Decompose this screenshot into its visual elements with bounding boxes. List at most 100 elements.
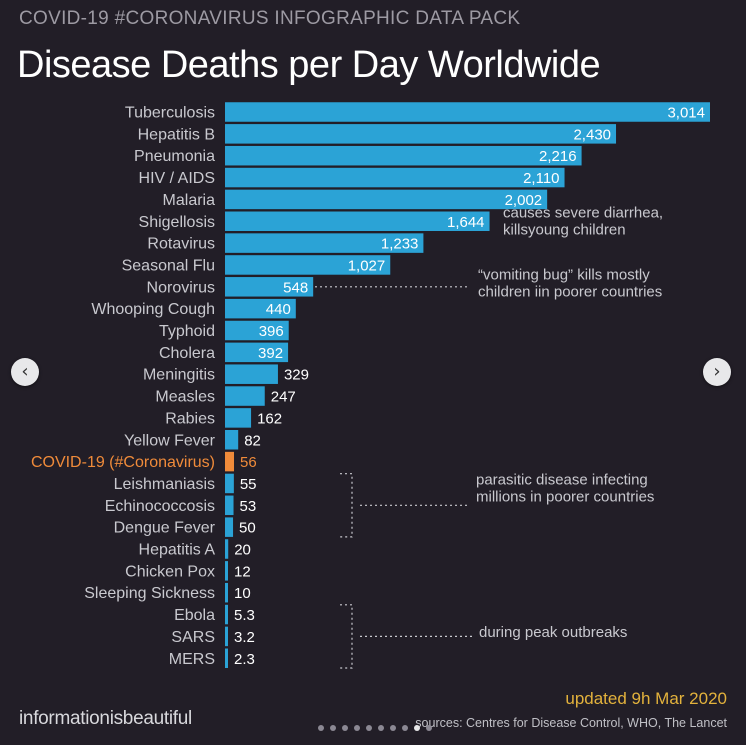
bar-covid-19-coronavirus — [225, 451, 235, 472]
value-label-rabies: 162 — [257, 410, 282, 427]
category-label-ebola: Ebola — [174, 607, 215, 624]
bar-chicken-pox — [225, 561, 228, 581]
bar-yellow-fever — [225, 430, 239, 450]
carousel-dot-1[interactable] — [318, 724, 324, 731]
bar-pneumonia — [225, 145, 582, 166]
bar-malaria — [225, 189, 548, 210]
value-label-sars: 3.2 — [234, 629, 255, 646]
value-label-dengue-fever: 50 — [239, 520, 256, 537]
category-label-pneumonia: Pneumonia — [134, 148, 215, 165]
value-label-hiv-aids: 2,110 — [523, 170, 559, 187]
value-label-norovirus: 548 — [283, 279, 308, 296]
value-label-ebola: 5.3 — [234, 607, 255, 624]
bar-hepatitis-a — [225, 539, 229, 559]
carousel-prev-button[interactable]: ‹ — [11, 358, 39, 386]
annotation-text-1-0: “vomiting bug” kills mostly — [478, 267, 650, 284]
bar-meningitis — [225, 364, 278, 384]
carousel-dot-6[interactable] — [378, 724, 384, 731]
value-label-hepatitis-a: 20 — [234, 542, 251, 559]
value-label-seasonal-flu: 1,027 — [348, 257, 386, 274]
carousel-dot-9[interactable] — [414, 724, 420, 731]
carousel-dot-8[interactable] — [402, 724, 408, 731]
carousel-dot-4[interactable] — [354, 724, 360, 731]
annotation-bracket-3 — [340, 604, 353, 669]
category-label-measles: Measles — [155, 389, 215, 406]
value-label-meningitis: 329 — [284, 367, 309, 384]
value-label-shigellosis: 1,644 — [447, 214, 485, 231]
carousel-next-button[interactable]: › — [703, 358, 731, 386]
value-label-chicken-pox: 12 — [234, 563, 251, 580]
category-label-malaria: Malaria — [163, 192, 216, 209]
supertitle: COVID-19 #CORONAVIRUS INFOGRAPHIC DATA P… — [19, 8, 521, 29]
value-label-covid-19-coronavirus: 56 — [240, 454, 257, 471]
category-label-yellow-fever: Yellow Fever — [124, 432, 216, 449]
value-label-typhoid: 396 — [259, 323, 284, 340]
bar-tuberculosis — [225, 102, 710, 122]
category-label-sars: SARS — [171, 629, 215, 646]
annotation-text-2-0: parasitic disease infecting — [476, 472, 648, 489]
category-label-rotavirus: Rotavirus — [147, 236, 215, 253]
updated-date-value: 9h Mar 2020 — [631, 689, 727, 708]
annotation-text-0-1: killsyoung children — [503, 222, 626, 239]
category-label-norovirus: Norovirus — [147, 279, 215, 296]
category-label-dengue-fever: Dengue Fever — [114, 520, 216, 537]
bar-measles — [225, 386, 265, 406]
bar-hepatitis-b — [225, 124, 617, 144]
carousel-dot-2[interactable] — [330, 724, 336, 731]
bar-typhoid — [225, 320, 289, 341]
value-label-sleeping-sickness: 10 — [234, 585, 251, 602]
bar-seasonal-flu — [225, 255, 391, 275]
annotation-text-3-0: during peak outbreaks — [479, 624, 627, 641]
value-label-tuberculosis: 3,014 — [667, 105, 705, 122]
value-label-mers: 2.3 — [234, 651, 255, 668]
value-label-yellow-fever: 82 — [244, 432, 261, 449]
category-label-echinococcosis: Echinococcosis — [105, 498, 215, 515]
value-label-malaria: 2,002 — [505, 192, 543, 209]
category-label-seasonal-flu: Seasonal Flu — [122, 257, 215, 274]
carousel-dot-5[interactable] — [366, 724, 372, 731]
carousel-dot-3[interactable] — [342, 724, 348, 731]
chart-title: Disease Deaths per Day Worldwide — [17, 44, 601, 86]
bar-mers — [225, 648, 228, 668]
carousel-dots — [318, 719, 438, 731]
category-label-leishmaniasis: Leishmaniasis — [114, 476, 215, 493]
annotation-text-2-1: millions in poorer countries — [476, 489, 654, 506]
value-label-rotavirus: 1,233 — [381, 236, 419, 253]
value-label-pneumonia: 2,216 — [539, 148, 577, 165]
bar-chart: Tuberculosis 3,014 Hepatitis B 2,430 Pneumon… — [31, 102, 710, 669]
bar-leishmaniasis — [225, 473, 234, 494]
sources-text: sources: Centres for Disease Control, WH… — [415, 716, 727, 730]
bar-norovirus — [225, 277, 314, 297]
value-label-leishmaniasis: 55 — [240, 476, 257, 493]
category-label-rabies: Rabies — [165, 410, 215, 427]
category-label-covid-19-coronavirus: COVID-19 (#Coronavirus) — [31, 454, 215, 471]
bar-cholera — [225, 342, 289, 363]
category-label-sleeping-sickness: Sleeping Sickness — [84, 585, 215, 602]
bar-echinococcosis — [225, 495, 234, 516]
category-label-mers: MERS — [169, 651, 215, 668]
value-label-hepatitis-b: 2,430 — [573, 126, 611, 143]
bar-hiv-aids — [225, 167, 565, 188]
category-label-cholera: Cholera — [159, 345, 215, 362]
chevron-right-icon: › — [713, 361, 721, 382]
category-label-typhoid: Typhoid — [159, 323, 215, 340]
brand-logo: informationisbeautiful — [19, 708, 192, 729]
carousel-dot-7[interactable] — [390, 724, 396, 731]
bar-shigellosis — [225, 211, 490, 231]
category-label-shigellosis: Shigellosis — [139, 214, 215, 231]
chevron-left-icon: ‹ — [21, 361, 29, 382]
category-label-chicken-pox: Chicken Pox — [125, 563, 215, 580]
bar-dengue-fever — [225, 517, 234, 537]
value-label-measles: 247 — [271, 389, 296, 406]
value-label-echinococcosis: 53 — [240, 498, 257, 515]
value-label-whooping-cough: 440 — [266, 301, 291, 318]
bar-sleeping-sickness — [225, 582, 228, 603]
value-label-cholera: 392 — [258, 345, 283, 362]
carousel-dot-10[interactable] — [426, 724, 432, 731]
category-label-tuberculosis: Tuberculosis — [125, 105, 215, 122]
annotation-bracket-2 — [340, 473, 353, 538]
annotation-text-0-0: causes severe diarrhea, — [503, 205, 663, 222]
annotation-text-1-1: children iin poorer countries — [478, 284, 662, 301]
bar-whooping-cough — [225, 298, 296, 319]
category-label-whooping-cough: Whooping Cough — [91, 301, 215, 318]
